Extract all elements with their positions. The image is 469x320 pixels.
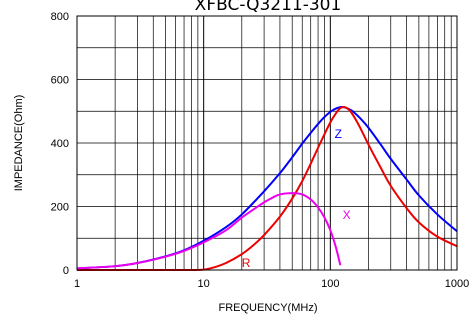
y-tick-label: 400 — [51, 138, 69, 150]
y-tick-label: 800 — [51, 11, 69, 23]
series-line-x — [76, 192, 342, 270]
series-label-x: X — [343, 208, 351, 222]
series-label-r: R — [242, 256, 251, 270]
x-tick-label: 1000 — [445, 278, 469, 290]
grid — [77, 16, 457, 270]
x-axis-label: FREQUENCY(MHz) — [219, 302, 318, 314]
tick-labels: 0 200 400 600 800 1 10 100 1000 — [51, 11, 469, 290]
series-labels: Z R X — [242, 127, 351, 270]
series-lines — [76, 106, 458, 272]
plot-frame — [76, 15, 458, 271]
y-axis-label: IMPEDANCE(Ohm) — [13, 95, 25, 192]
series-label-z: Z — [335, 127, 342, 141]
x-tick-label: 1 — [74, 278, 80, 290]
y-tick-label: 600 — [51, 75, 69, 87]
x-tick-label: 100 — [321, 278, 339, 290]
y-tick-label: 200 — [51, 202, 69, 214]
y-tick-label: 0 — [63, 265, 69, 277]
chart-title: XFBC-Q3211-301 — [195, 0, 342, 15]
series-line-z — [76, 106, 458, 270]
x-tick-label: 10 — [198, 278, 210, 290]
series-line-r — [77, 106, 458, 272]
